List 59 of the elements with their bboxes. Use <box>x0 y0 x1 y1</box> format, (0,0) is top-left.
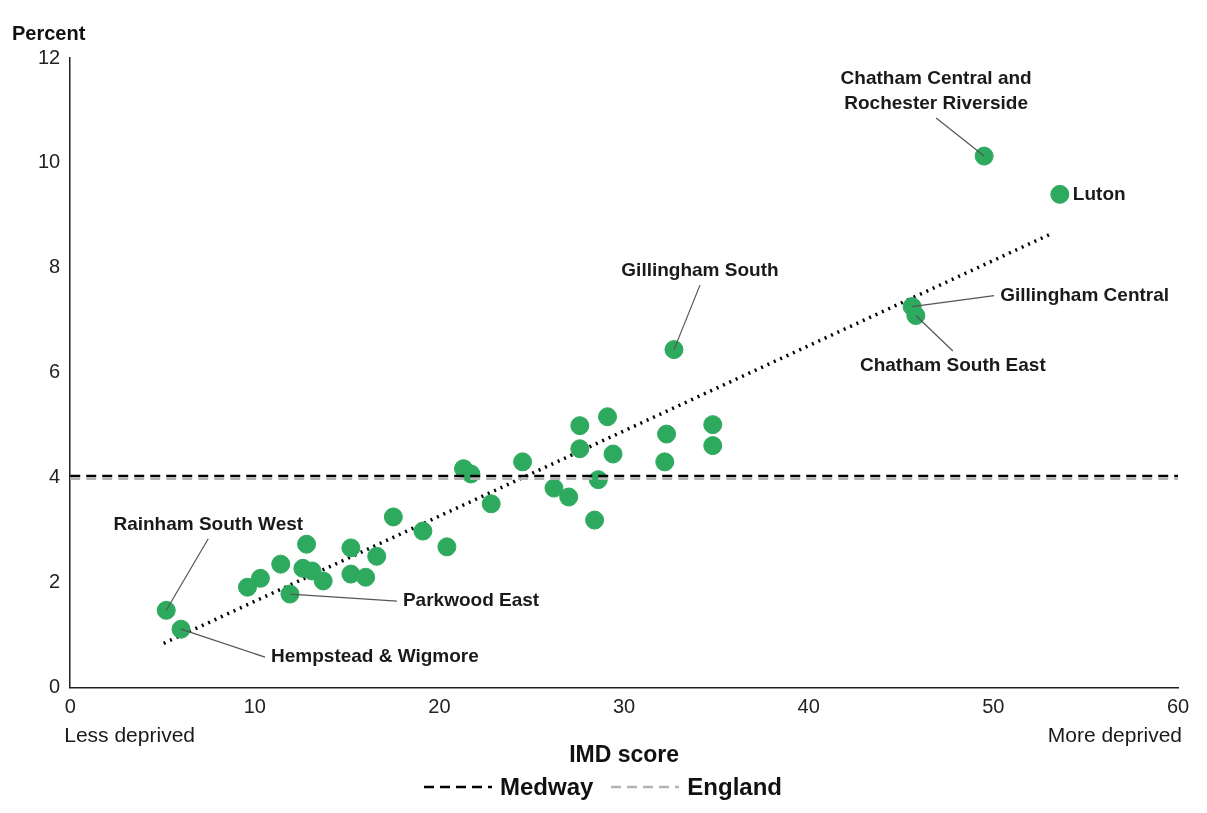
text: More deprived <box>1047 722 1182 746</box>
point <box>570 439 590 459</box>
point <box>513 452 533 472</box>
point <box>271 554 291 574</box>
point <box>280 584 300 604</box>
point <box>657 424 677 444</box>
point <box>598 407 618 427</box>
annotation: Rainham South West <box>113 512 304 534</box>
point <box>297 534 317 554</box>
point <box>974 146 994 166</box>
annotation: Parkwood East <box>402 589 540 611</box>
annotation: Chatham South East <box>859 353 1047 375</box>
point <box>544 478 564 498</box>
point <box>481 494 501 514</box>
point <box>1050 184 1070 204</box>
legend-label: England <box>687 773 783 801</box>
y-tick-label: 6 <box>49 360 61 383</box>
point <box>171 619 191 639</box>
annotation: Hempstead & Wigmore <box>271 645 479 667</box>
y-axis-title: Percent <box>12 21 86 44</box>
point <box>250 568 270 588</box>
point <box>383 507 403 527</box>
point <box>156 600 176 620</box>
annotation: Gillingham Central <box>1000 283 1170 305</box>
point <box>237 577 257 597</box>
point <box>437 537 457 557</box>
x-tick-label: 30 <box>613 694 636 717</box>
point <box>367 546 387 566</box>
x-tick-label: 60 <box>1166 694 1190 717</box>
x-tick-label: 10 <box>243 694 266 717</box>
point <box>703 436 723 456</box>
y-tick-label: 2 <box>49 570 61 593</box>
point <box>603 444 623 464</box>
point <box>585 510 605 530</box>
y-tick-label: 12 <box>38 45 61 68</box>
x-tick-label: 50 <box>982 694 1005 717</box>
point <box>703 415 723 435</box>
x-tick-label: 0 <box>64 694 76 717</box>
annotation: Luton <box>1072 182 1126 204</box>
y-tick-label: 0 <box>49 674 61 697</box>
point <box>906 306 926 326</box>
point <box>664 340 684 360</box>
y-tick-label: 4 <box>49 465 61 488</box>
point <box>356 567 376 587</box>
point <box>559 487 579 507</box>
y-tick-label: 8 <box>49 255 61 278</box>
annotation: Gillingham South <box>621 258 779 280</box>
legend-label: Medway <box>499 773 594 801</box>
annotation: Chatham Central and Rochester Riverside <box>840 66 1032 113</box>
x-axis-title: IMD score <box>569 740 680 767</box>
point <box>313 571 333 591</box>
point <box>570 416 590 436</box>
point <box>341 538 361 558</box>
y-tick-label: 10 <box>38 150 61 173</box>
x-tick-label: 20 <box>428 694 451 717</box>
point <box>413 521 433 541</box>
x-tick-label: 40 <box>797 694 820 717</box>
point <box>655 452 675 472</box>
text: Less deprived <box>64 722 195 746</box>
